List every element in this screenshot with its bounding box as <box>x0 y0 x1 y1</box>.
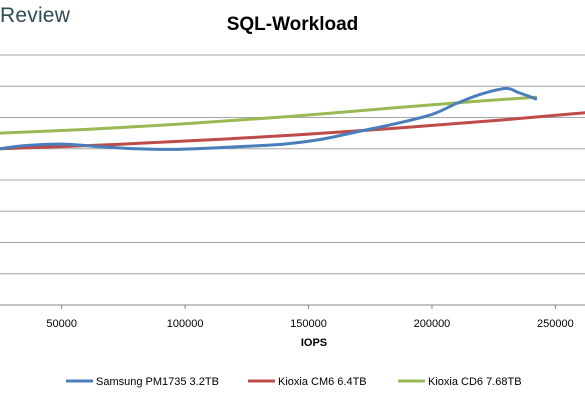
legend: Samsung PM1735 3.2TB Kioxia CM6 6.4TB Kiox… <box>66 376 522 388</box>
x-tick-label: 50000 <box>46 318 77 330</box>
legend-item: Kioxia CM6 6.4TB <box>248 376 367 388</box>
brand-logo-text: Review <box>0 4 71 27</box>
x-tick-label: 100000 <box>167 318 204 330</box>
series-line-kioxia-cm6-6-4tb <box>0 111 585 151</box>
x-axis-ticks: 50000 100000 150000 200000 250000 <box>46 305 574 330</box>
x-tick-label: 250000 <box>537 318 574 330</box>
series-layer <box>0 86 585 151</box>
series-line-kioxia-cd6-7-68tb <box>0 95 538 135</box>
series-line-samsung-pm1735-3-2tb <box>0 86 538 151</box>
legend-label: Samsung PM1735 3.2TB <box>96 376 219 388</box>
x-tick-label: 200000 <box>414 318 451 330</box>
legend-item: Samsung PM1735 3.2TB <box>66 376 219 388</box>
gridlines <box>0 54 585 306</box>
legend-item: Kioxia CD6 7.68TB <box>398 376 522 388</box>
legend-label: Kioxia CM6 6.4TB <box>278 376 367 388</box>
x-tick-label: 150000 <box>290 318 327 330</box>
x-axis-title: IOPS <box>301 337 327 349</box>
chart-title: SQL-Workload <box>226 14 359 35</box>
legend-label: Kioxia CD6 7.68TB <box>428 376 522 388</box>
